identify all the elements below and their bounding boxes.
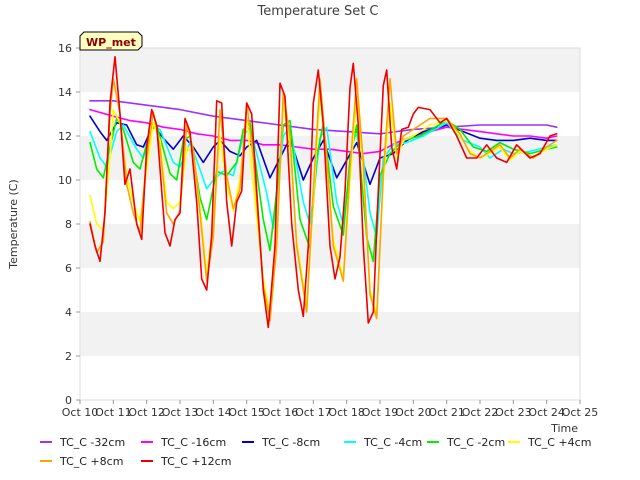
y-tick-label: 12 [58, 130, 72, 143]
legend-label: TC_C -16cm [160, 436, 226, 449]
x-tick-label: Oct 21 [428, 406, 465, 419]
legend-label: TC_C -32cm [59, 436, 125, 449]
x-tick-label: Oct 20 [395, 406, 432, 419]
x-tick-label: Oct 17 [295, 406, 332, 419]
x-tick-label: Oct 25 [562, 406, 599, 419]
series-line [89, 108, 558, 155]
legend-label: TC_C -8cm [261, 436, 320, 449]
grid-band [80, 268, 580, 312]
y-tick-label: 6 [65, 262, 72, 275]
y-tick-label: 0 [65, 394, 72, 407]
x-tick-label: Oct 11 [95, 406, 132, 419]
badge-label: WP_met [86, 36, 136, 49]
grid-bands [80, 48, 580, 400]
y-tick-label: 14 [58, 86, 72, 99]
station-badge: WP_met [79, 31, 143, 51]
y-tick-label: 16 [58, 42, 72, 55]
x-tick-label: Oct 16 [262, 406, 299, 419]
x-axis-label: Time [550, 422, 578, 435]
chart-title: Temperature Set C [256, 4, 378, 19]
y-axis-ticks: 0 2 4 6 8 10 12 14 16 [58, 42, 80, 407]
y-tick-label: 10 [58, 174, 72, 187]
series-line [89, 100, 558, 135]
x-tick-label: Oct 18 [328, 406, 365, 419]
legend: TC_C -32cm TC_C -16cm TC_C -8cm TC_C -4cm TC… [40, 436, 591, 468]
x-tick-label: Oct 10 [62, 406, 99, 419]
legend-label: TC_C -2cm [446, 436, 505, 449]
badge-box [79, 31, 143, 51]
grid-band [80, 48, 580, 92]
x-tick-label: Oct 13 [162, 406, 199, 419]
series-layer [89, 55, 558, 329]
x-tick-label: Oct 15 [228, 406, 265, 419]
grid-band [80, 312, 580, 356]
x-tick-label: Oct 12 [128, 406, 165, 419]
legend-label: TC_C +8cm [59, 455, 123, 468]
series-line [89, 55, 558, 329]
grid-band [80, 92, 580, 136]
y-tick-label: 8 [65, 218, 72, 231]
legend-label: TC_C +12cm [160, 455, 231, 468]
x-tick-label: Oct 24 [528, 406, 565, 419]
x-tick-label: Oct 23 [495, 406, 532, 419]
grid-band [80, 356, 580, 400]
legend-label: TC_C -4cm [363, 436, 422, 449]
y-tick-label: 4 [65, 306, 72, 319]
legend-label: TC_C +4cm [527, 436, 591, 449]
x-tick-label: Oct 22 [462, 406, 499, 419]
x-tick-label: Oct 14 [195, 406, 232, 419]
x-tick-label: Oct 19 [362, 406, 399, 419]
y-axis-label: Temperature (C) [7, 179, 20, 269]
y-tick-label: 2 [65, 350, 72, 363]
